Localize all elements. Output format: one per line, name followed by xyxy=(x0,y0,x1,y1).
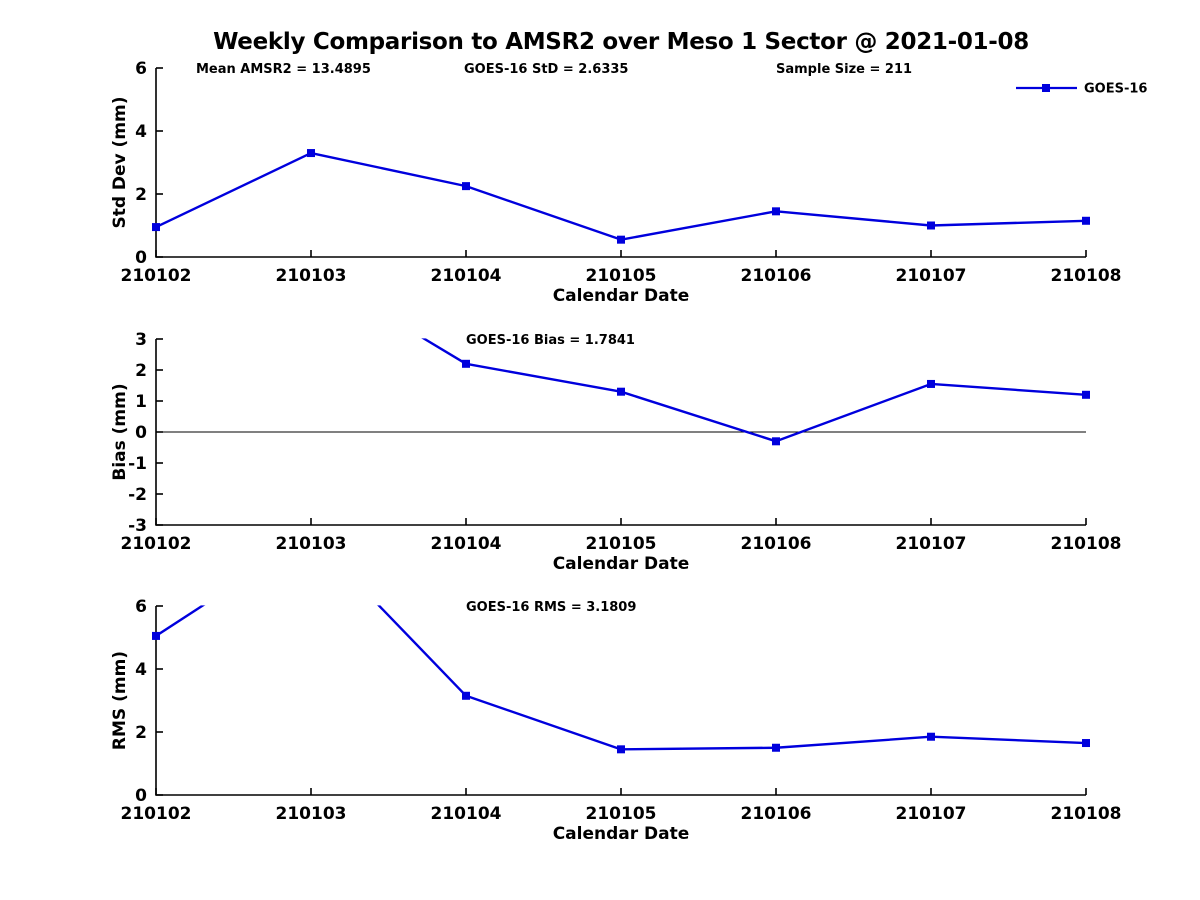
subplot-3: 0 2 4 6 210102 210103 210104 210105 210106 210107… xyxy=(110,597,1122,844)
y-tick-label: 2 xyxy=(135,723,147,743)
axes-frame xyxy=(155,606,1086,796)
x-tick-label: 210105 xyxy=(586,266,657,286)
subplot-1: 0 2 4 6 210102 210103 210104 210105 210106 210107… xyxy=(110,59,1147,306)
axes-frame xyxy=(155,68,1086,258)
y-tick-label: 4 xyxy=(135,660,147,680)
x-tick-label: 210105 xyxy=(586,534,657,554)
x-tick-label: 210106 xyxy=(741,534,812,554)
y-tick-label: -3 xyxy=(128,516,147,536)
x-tick-label: 210108 xyxy=(1051,534,1122,554)
data-marker xyxy=(617,387,625,396)
x-tick-label: 210103 xyxy=(276,804,347,824)
x-tick-label: 210103 xyxy=(276,534,347,554)
y-axis-label: Bias (mm) xyxy=(110,383,130,480)
data-marker xyxy=(772,743,780,752)
y-tick-label: 0 xyxy=(135,248,147,268)
y-tick-label: 1 xyxy=(135,392,147,412)
x-tick-label: 210108 xyxy=(1051,266,1122,286)
y-tick-label: 2 xyxy=(135,361,147,381)
stat-annotation: GOES-16 RMS = 3.1809 xyxy=(466,600,636,615)
x-tick-label: 210107 xyxy=(896,266,967,286)
y-tick-label: 4 xyxy=(135,122,147,142)
data-marker xyxy=(1082,390,1090,399)
data-marker xyxy=(152,631,160,640)
y-tick-label: -1 xyxy=(128,454,147,474)
x-tick-label: 210108 xyxy=(1051,804,1122,824)
stat-annotation: Sample Size = 211 xyxy=(776,62,912,77)
data-marker xyxy=(927,732,935,741)
x-tick-label: 210102 xyxy=(121,804,192,824)
data-line xyxy=(421,338,1087,443)
data-marker xyxy=(462,359,470,368)
y-axis-label: RMS (mm) xyxy=(110,651,130,750)
y-tick-label: 2 xyxy=(135,185,147,205)
x-axis-label: Calendar Date xyxy=(553,554,690,574)
data-marker xyxy=(617,235,625,244)
y-tick-label: 0 xyxy=(135,423,147,443)
legend-label: GOES-16 xyxy=(1084,82,1147,97)
x-tick-label: 210103 xyxy=(276,266,347,286)
series-GOES-16 xyxy=(152,149,1090,244)
stat-annotation: GOES-16 Bias = 1.7841 xyxy=(466,333,635,348)
subplot-2: -3 -2 -1 0 1 2 3 210102 210103 210104 210105 210106… xyxy=(110,330,1122,574)
x-tick-label: 210102 xyxy=(121,266,192,286)
x-tick-label: 210106 xyxy=(741,804,812,824)
x-axis-label: Calendar Date xyxy=(553,286,690,306)
stat-annotation: GOES-16 StD = 2.6335 xyxy=(464,62,628,77)
figure-title: Weekly Comparison to AMSR2 over Meso 1 S… xyxy=(213,29,1029,55)
legend-marker xyxy=(1042,84,1050,92)
data-marker xyxy=(772,437,780,446)
x-axis-label: Calendar Date xyxy=(553,824,690,844)
data-marker xyxy=(1082,739,1090,748)
series-GOES-16 xyxy=(421,338,1090,446)
y-tick-label: 6 xyxy=(135,59,147,79)
data-marker xyxy=(617,745,625,754)
y-axis-label: Std Dev (mm) xyxy=(110,96,130,228)
data-marker xyxy=(462,691,470,700)
data-marker xyxy=(772,207,780,216)
stat-annotation: Mean AMSR2 = 13.4895 xyxy=(196,62,371,77)
y-tick-label: 3 xyxy=(135,330,147,350)
y-tick-label: 0 xyxy=(135,786,147,806)
x-tick-label: 210102 xyxy=(121,534,192,554)
data-marker xyxy=(1082,216,1090,225)
data-marker xyxy=(462,182,470,191)
series-GOES-16 xyxy=(152,605,1090,754)
data-marker xyxy=(927,221,935,230)
y-tick-label: -2 xyxy=(128,485,147,505)
data-marker xyxy=(927,379,935,388)
x-tick-label: 210107 xyxy=(896,534,967,554)
x-tick-label: 210104 xyxy=(431,534,502,554)
x-tick-label: 210104 xyxy=(431,804,502,824)
x-tick-label: 210106 xyxy=(741,266,812,286)
x-tick-label: 210105 xyxy=(586,804,657,824)
x-tick-label: 210107 xyxy=(896,804,967,824)
data-marker xyxy=(152,223,160,232)
data-marker xyxy=(307,149,315,158)
y-tick-label: 6 xyxy=(135,597,147,617)
x-tick-label: 210104 xyxy=(431,266,502,286)
data-line xyxy=(155,151,1087,241)
